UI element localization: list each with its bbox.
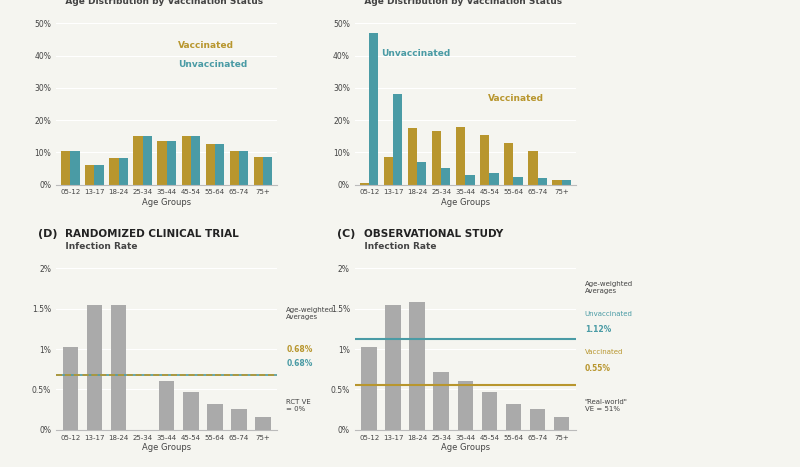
Bar	[506, 404, 522, 430]
Bar	[394, 94, 402, 184]
Bar	[418, 162, 426, 184]
Text: Vaccinated: Vaccinated	[178, 41, 234, 50]
Text: Unvaccinated: Unvaccinated	[585, 311, 633, 317]
Bar	[62, 347, 78, 430]
Bar	[62, 151, 70, 184]
Bar	[110, 304, 126, 430]
Bar	[263, 157, 272, 184]
Bar	[255, 417, 270, 430]
Bar	[230, 151, 238, 184]
Text: Infection Rate: Infection Rate	[354, 242, 436, 251]
X-axis label: Age Groups: Age Groups	[441, 198, 490, 207]
Bar	[206, 144, 214, 184]
Text: Vaccinated: Vaccinated	[487, 94, 543, 103]
Bar	[182, 136, 190, 184]
Text: Infection Rate: Infection Rate	[56, 242, 138, 251]
Bar	[434, 372, 449, 430]
Bar	[110, 158, 118, 184]
Bar	[514, 177, 522, 184]
Text: Unvaccinated: Unvaccinated	[382, 49, 450, 57]
Text: (C): (C)	[337, 229, 355, 240]
Text: OBSERVATIONAL STUDY: OBSERVATIONAL STUDY	[363, 229, 503, 240]
Bar	[482, 392, 498, 430]
Text: Age Distribution by Vaccination Status: Age Distribution by Vaccination Status	[56, 0, 263, 6]
Bar	[70, 151, 79, 184]
Text: (D): (D)	[38, 229, 58, 240]
Bar	[554, 417, 570, 430]
Bar	[158, 141, 166, 184]
Bar	[528, 151, 538, 184]
Bar	[410, 302, 425, 430]
Text: 0.68%: 0.68%	[286, 359, 313, 368]
Bar	[480, 134, 490, 184]
Bar	[231, 410, 246, 430]
Bar	[86, 304, 102, 430]
Bar	[386, 304, 401, 430]
Text: Age-weighted
Averages: Age-weighted Averages	[286, 307, 334, 320]
Bar	[254, 157, 263, 184]
Bar	[86, 164, 94, 184]
Bar	[134, 136, 142, 184]
Bar	[118, 158, 128, 184]
Text: 1.12%: 1.12%	[585, 325, 611, 334]
Bar	[538, 178, 546, 184]
Bar	[456, 127, 466, 184]
Text: 0.68%: 0.68%	[286, 345, 313, 354]
Text: Age-weighted
Averages: Age-weighted Averages	[585, 281, 633, 294]
Bar	[504, 142, 514, 184]
Bar	[466, 175, 474, 184]
Bar	[190, 136, 200, 184]
Bar	[530, 410, 546, 430]
X-axis label: Age Groups: Age Groups	[142, 198, 191, 207]
Bar	[142, 136, 152, 184]
Bar	[207, 404, 222, 430]
Text: RCT VE
= 0%: RCT VE = 0%	[286, 399, 311, 412]
Bar	[369, 33, 378, 184]
Bar	[238, 151, 248, 184]
Text: Vaccinated: Vaccinated	[585, 349, 623, 355]
Bar	[360, 183, 369, 184]
Bar	[408, 128, 418, 184]
Text: "Real-world"
VE = 51%: "Real-world" VE = 51%	[585, 399, 628, 412]
X-axis label: Age Groups: Age Groups	[142, 443, 191, 452]
Text: Age Distribution by Vaccination Status: Age Distribution by Vaccination Status	[354, 0, 562, 6]
Bar	[432, 131, 442, 184]
Bar	[94, 164, 104, 184]
Bar	[214, 144, 224, 184]
Bar	[553, 180, 562, 184]
Bar	[159, 381, 174, 430]
Text: 0.55%: 0.55%	[585, 364, 611, 373]
Bar	[490, 173, 498, 184]
Bar	[458, 381, 473, 430]
Bar	[562, 180, 570, 184]
Text: Unvaccinated: Unvaccinated	[178, 60, 247, 69]
Bar	[442, 169, 450, 184]
Bar	[362, 347, 377, 430]
X-axis label: Age Groups: Age Groups	[441, 443, 490, 452]
Text: RANDOMIZED CLINICAL TRIAL: RANDOMIZED CLINICAL TRIAL	[65, 229, 238, 240]
Bar	[183, 392, 198, 430]
Bar	[166, 141, 176, 184]
Bar	[384, 157, 394, 184]
